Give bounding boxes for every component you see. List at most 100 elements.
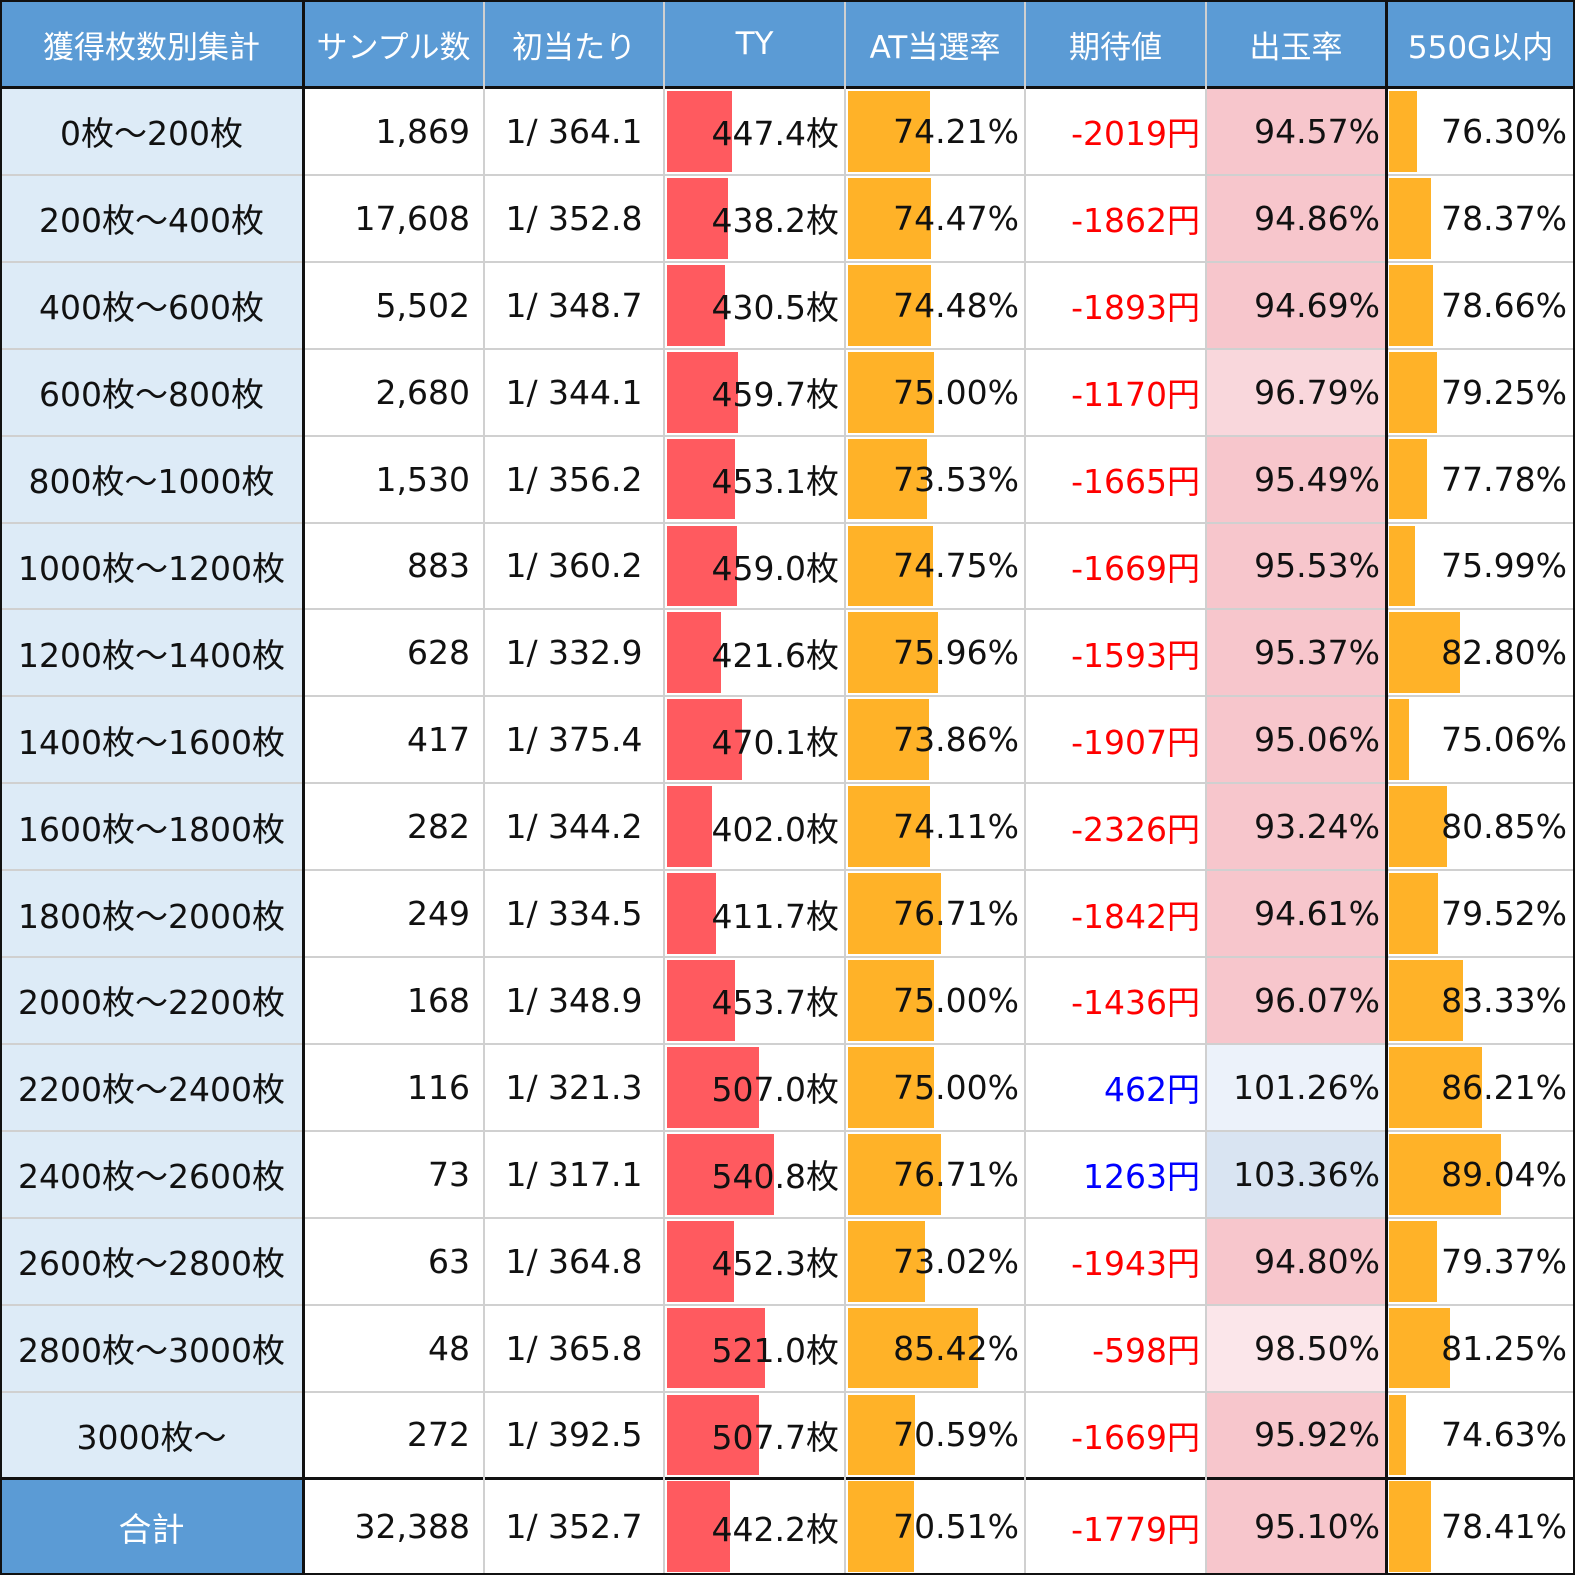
at-rate-bar bbox=[848, 177, 932, 259]
row-divider bbox=[0, 521, 1575, 524]
within-550g-bar bbox=[1389, 1046, 1483, 1128]
ty-bar bbox=[667, 351, 738, 433]
column-divider bbox=[1205, 0, 1207, 1575]
row-label: 1400枚～1600枚 bbox=[0, 696, 303, 784]
ty-bar bbox=[667, 525, 738, 607]
ty-bar bbox=[667, 177, 729, 259]
payout-rate: 95.10% bbox=[1206, 1478, 1386, 1575]
within-550g-value: 75.06% bbox=[1441, 720, 1567, 760]
at-rate-cell: 73.86% bbox=[845, 696, 1025, 783]
row-divider bbox=[0, 1303, 1575, 1306]
at-rate-bar bbox=[848, 1133, 942, 1215]
within-550g-cell: 76.30% bbox=[1386, 88, 1575, 175]
payout-rate: 95.92% bbox=[1206, 1391, 1386, 1479]
ty-bar bbox=[667, 1220, 735, 1302]
at-rate-cell: 75.00% bbox=[845, 957, 1025, 1044]
at-rate-bar bbox=[848, 873, 942, 954]
first-hit-rate: 1/ 344.1 bbox=[505, 372, 643, 412]
ty-cell: 507.7枚 bbox=[664, 1392, 845, 1479]
at-rate-value: 73.86% bbox=[893, 720, 1019, 760]
ty-value: 459.0枚 bbox=[711, 548, 839, 588]
within-550g-value: 83.33% bbox=[1441, 980, 1567, 1020]
column-divider bbox=[1024, 0, 1026, 1575]
within-550g-bar bbox=[1389, 699, 1410, 781]
ty-cell: 411.7枚 bbox=[664, 870, 845, 957]
ty-cell: 438.2枚 bbox=[664, 175, 845, 262]
at-rate-bar bbox=[848, 1046, 934, 1128]
within-550g-cell: 78.66% bbox=[1386, 262, 1575, 349]
expected-value: -1593円 bbox=[1071, 635, 1200, 675]
payout-rate: 93.24% bbox=[1206, 783, 1386, 871]
at-rate-value: 85.42% bbox=[893, 1328, 1019, 1368]
row-divider bbox=[0, 695, 1575, 698]
sample-count: 5,502 bbox=[375, 285, 470, 325]
column-divider bbox=[1384, 0, 1388, 1575]
payout-rate: 96.07% bbox=[1206, 957, 1386, 1044]
ty-cell: 447.4枚 bbox=[664, 88, 845, 175]
row-divider bbox=[0, 1129, 1575, 1132]
header-at-rate: AT当選率 bbox=[845, 0, 1025, 88]
at-rate-value: 70.51% bbox=[893, 1507, 1019, 1547]
within-550g-value: 82.80% bbox=[1441, 633, 1567, 673]
sample-count: 48 bbox=[428, 1328, 470, 1368]
within-550g-value: 79.25% bbox=[1441, 372, 1567, 412]
header-range: 獲得枚数別集計 bbox=[0, 0, 303, 88]
row-divider bbox=[0, 1216, 1575, 1219]
first-hit-rate: 1/ 317.1 bbox=[505, 1154, 643, 1194]
ty-value: 453.7枚 bbox=[711, 983, 839, 1023]
first-hit-rate: 1/ 332.9 bbox=[505, 633, 643, 673]
row-label: 1800枚～2000枚 bbox=[0, 870, 303, 957]
at-rate-bar bbox=[848, 1481, 915, 1572]
ty-cell: 459.7枚 bbox=[664, 349, 845, 436]
at-rate-bar bbox=[848, 960, 934, 1041]
payout-rate: 103.36% bbox=[1206, 1130, 1386, 1218]
within-550g-bar bbox=[1389, 612, 1460, 694]
column-divider bbox=[301, 0, 305, 1575]
ty-cell: 540.8枚 bbox=[664, 1131, 845, 1218]
at-rate-value: 75.00% bbox=[893, 372, 1019, 412]
expected-value: -1779円 bbox=[1071, 1509, 1200, 1549]
row-label: 400枚～600枚 bbox=[0, 261, 303, 349]
ty-cell: 459.0枚 bbox=[664, 523, 845, 610]
ty-cell: 452.3枚 bbox=[664, 1218, 845, 1305]
ty-value: 459.7枚 bbox=[711, 375, 839, 415]
ty-value: 430.5枚 bbox=[711, 288, 839, 328]
expected-value: -1170円 bbox=[1071, 375, 1200, 415]
row-label: 1000枚～1200枚 bbox=[0, 522, 303, 610]
at-rate-value: 73.53% bbox=[893, 459, 1019, 499]
first-hit-rate: 1/ 352.8 bbox=[505, 198, 643, 238]
ty-value: 453.1枚 bbox=[711, 462, 839, 502]
ty-value: 442.2枚 bbox=[711, 1509, 839, 1549]
at-rate-value: 74.75% bbox=[893, 546, 1019, 586]
first-hit-rate: 1/ 334.5 bbox=[505, 894, 643, 934]
at-rate-bar bbox=[848, 264, 932, 346]
at-rate-cell: 74.47% bbox=[845, 175, 1025, 262]
at-rate-bar bbox=[848, 438, 928, 520]
first-hit-rate: 1/ 344.2 bbox=[505, 807, 643, 847]
row-divider bbox=[0, 1042, 1575, 1045]
payout-rate: 94.86% bbox=[1206, 174, 1386, 262]
within-550g-bar bbox=[1389, 525, 1416, 607]
expected-value: -1907円 bbox=[1071, 722, 1200, 762]
payout-rate: 95.06% bbox=[1206, 696, 1386, 784]
at-rate-bar bbox=[848, 1307, 979, 1389]
ty-bar bbox=[667, 1394, 759, 1476]
ty-cell: 507.0枚 bbox=[664, 1044, 845, 1131]
payout-rate: 94.61% bbox=[1206, 870, 1386, 957]
within-550g-cell: 79.37% bbox=[1386, 1218, 1575, 1305]
ty-value: 507.7枚 bbox=[711, 1417, 839, 1457]
payout-rate: 101.26% bbox=[1206, 1043, 1386, 1131]
sample-count: 63 bbox=[428, 1241, 470, 1281]
header-ty: TY bbox=[664, 0, 845, 88]
at-rate-bar bbox=[848, 351, 934, 433]
at-rate-bar bbox=[848, 1394, 915, 1476]
at-rate-value: 74.47% bbox=[893, 198, 1019, 238]
expected-value: -1893円 bbox=[1071, 288, 1200, 328]
sample-count: 628 bbox=[407, 633, 470, 673]
within-550g-cell: 79.25% bbox=[1386, 349, 1575, 436]
row-label: 0枚～200枚 bbox=[0, 88, 303, 175]
at-rate-value: 75.96% bbox=[893, 633, 1019, 673]
expected-value: -1665円 bbox=[1071, 462, 1200, 502]
sample-count: 1,530 bbox=[375, 459, 470, 499]
